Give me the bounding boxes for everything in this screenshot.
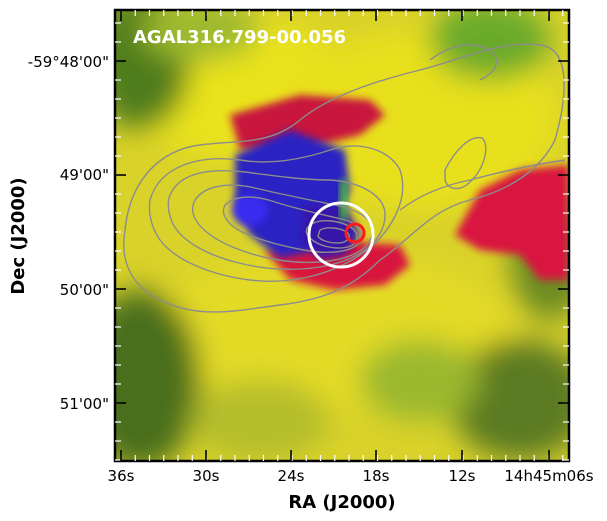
x-tick-label: 36s <box>108 467 135 485</box>
y-tick-label: 51'00" <box>60 395 109 413</box>
white-circle-marker <box>307 201 375 269</box>
y-tick-label: -59°48'00" <box>28 53 109 71</box>
x-tick-label: 30s <box>193 467 220 485</box>
contour-lines <box>123 43 566 313</box>
red-circle-marker <box>344 222 366 244</box>
x-tick-label: 14h45m06s <box>504 467 593 485</box>
y-axis-label: Dec (J2000) <box>8 177 29 294</box>
y-tick-label: 50'00" <box>60 281 109 299</box>
y-tick-label: 49'00" <box>60 166 109 184</box>
x-tick-label: 24s <box>278 467 305 485</box>
x-axis-label: RA (J2000) <box>288 492 395 513</box>
false-color-image <box>115 10 569 461</box>
x-tick-label: 18s <box>363 467 390 485</box>
major-ticks <box>115 10 569 461</box>
image-title: AGAL316.799-00.056 <box>133 27 346 48</box>
plot-frame <box>113 8 571 463</box>
x-tick-label: 12s <box>449 467 476 485</box>
